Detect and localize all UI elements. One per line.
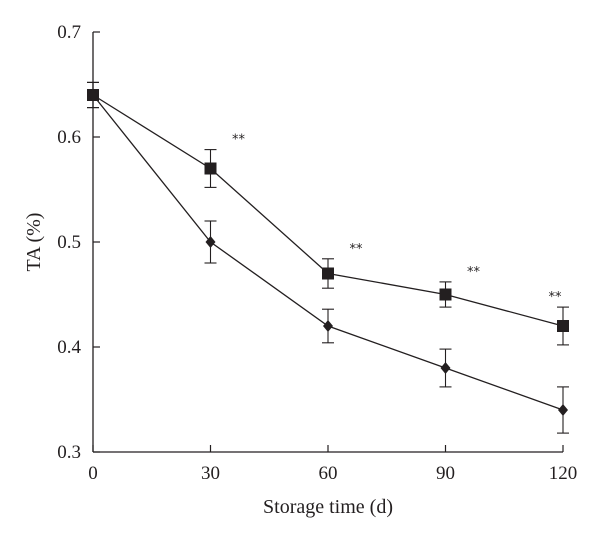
y-tick-label: 0.4 [57, 337, 81, 358]
x-tick-label: 0 [88, 463, 98, 484]
data-point [322, 267, 334, 280]
data-point [558, 404, 568, 416]
data-point [439, 288, 452, 301]
y-tick-label: 0.6 [57, 127, 81, 148]
data-point [557, 320, 569, 332]
x-tick-label: 120 [549, 463, 578, 484]
ticks: 0 30 60 90 120 0.3 0.4 0.5 0.6 0.7 [57, 22, 577, 484]
series-line [92, 94, 564, 327]
x-axis-label: Storage time (d) [263, 496, 393, 518]
significance-mark: ** [467, 265, 481, 280]
series-line [92, 94, 564, 411]
axes [92, 32, 563, 453]
significance-mark: ** [350, 242, 364, 257]
y-axis-label: TA (%) [23, 213, 45, 272]
significance-mark: ** [549, 290, 563, 305]
y-tick-label: 0.7 [57, 22, 81, 43]
x-tick-label: 60 [319, 463, 338, 484]
significance-mark: ** [232, 133, 246, 148]
x-tick-label: 30 [201, 463, 220, 484]
data-point [440, 362, 451, 374]
data-point [323, 320, 333, 332]
data-point [88, 89, 98, 101]
annotations: ** ** ** ** [232, 133, 562, 306]
data-point [204, 162, 217, 175]
y-tick-label: 0.3 [57, 442, 81, 463]
data-point [205, 236, 216, 248]
series-diamond [87, 81, 569, 434]
y-tick-label: 0.5 [57, 232, 81, 253]
x-tick-label: 90 [436, 463, 455, 484]
series-square [87, 81, 569, 346]
series-layer [87, 81, 569, 434]
